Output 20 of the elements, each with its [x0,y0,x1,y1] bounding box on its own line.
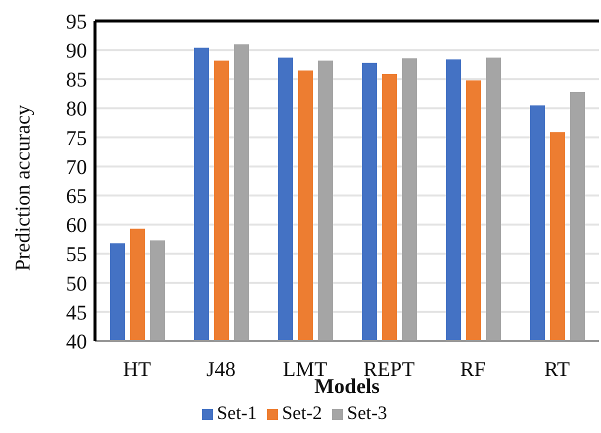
x-tick-label: J48 [206,356,236,381]
y-tick-label: 95 [66,9,87,34]
legend-label: Set-3 [347,403,388,424]
y-tick-label: 85 [66,68,87,92]
y-tick-label: 80 [66,96,87,121]
y-tick-label: 55 [66,242,87,266]
x-tick-label: HT [123,356,152,381]
y-tick-label: 65 [66,184,87,208]
y-tick-label: 60 [66,213,87,238]
legend-label: Set-2 [282,403,322,424]
x-tick-label: RF [460,356,486,381]
y-tick-label: 75 [66,126,87,150]
y-tick-label: 50 [66,271,87,296]
y-tick-label: 70 [66,154,87,179]
x-tick-label: RT [544,356,570,381]
y-tick-label: 45 [66,300,87,324]
y-tick-label: 90 [66,38,87,63]
y-tick-label: 40 [66,329,87,354]
legend-label: Set-1 [216,403,257,424]
y-axis-title: Prediction accuracy [10,104,34,271]
